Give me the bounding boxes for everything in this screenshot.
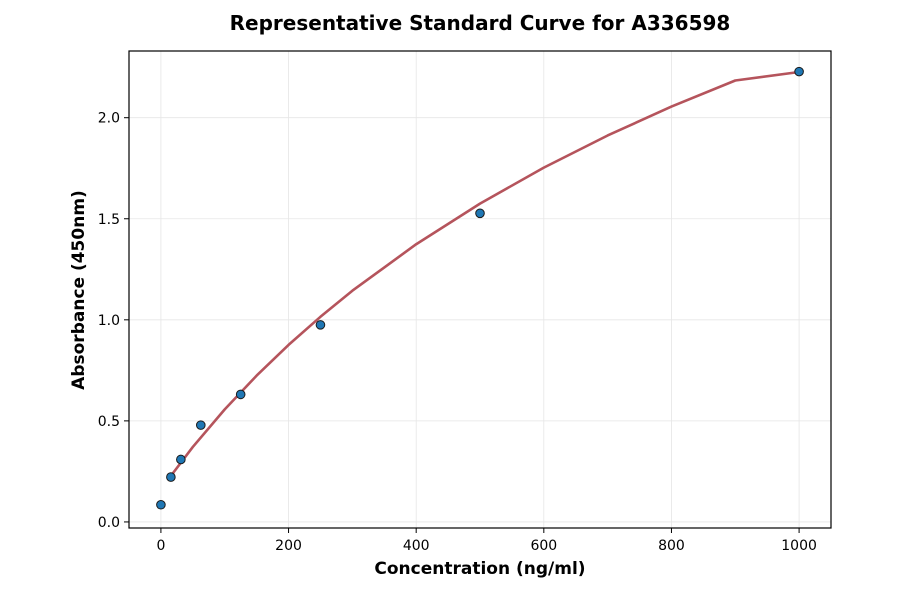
fit-curve-line — [169, 70, 801, 478]
grid — [129, 51, 831, 528]
y-tick-label: 2.0 — [98, 111, 120, 127]
x-axis-label: Concentration (ng/ml) — [374, 559, 585, 579]
x-tick-label: 800 — [658, 538, 685, 554]
data-point — [475, 208, 485, 219]
x-tick-label: 200 — [275, 538, 302, 554]
data-points-layer — [156, 66, 804, 510]
x-tick-label: 400 — [403, 538, 430, 554]
data-point — [176, 454, 186, 465]
x-tick-label: 1000 — [781, 538, 817, 554]
x-tick-label: 600 — [530, 538, 557, 554]
y-tick-label: 1.5 — [98, 212, 120, 228]
y-axis: 0.0 0.5 1.0 1.5 2.0 — [98, 111, 129, 531]
y-tick-label: 0.0 — [98, 515, 120, 531]
y-tick-label: 1.0 — [98, 313, 120, 329]
data-point — [235, 389, 246, 400]
data-point — [195, 420, 206, 430]
plot-frame — [128, 50, 832, 529]
chart-title: Representative Standard Curve for A33659… — [230, 11, 731, 35]
data-point — [315, 320, 326, 330]
x-tick-label: 0 — [156, 538, 165, 554]
data-point — [794, 66, 804, 77]
y-tick-label: 0.5 — [98, 414, 120, 430]
data-point — [156, 499, 166, 510]
fit-curve-layer — [169, 70, 801, 478]
x-axis: 0 200 400 600 800 1000 — [156, 528, 817, 554]
y-axis-label: Absorbance (450nm) — [69, 190, 89, 390]
data-point — [166, 472, 176, 482]
